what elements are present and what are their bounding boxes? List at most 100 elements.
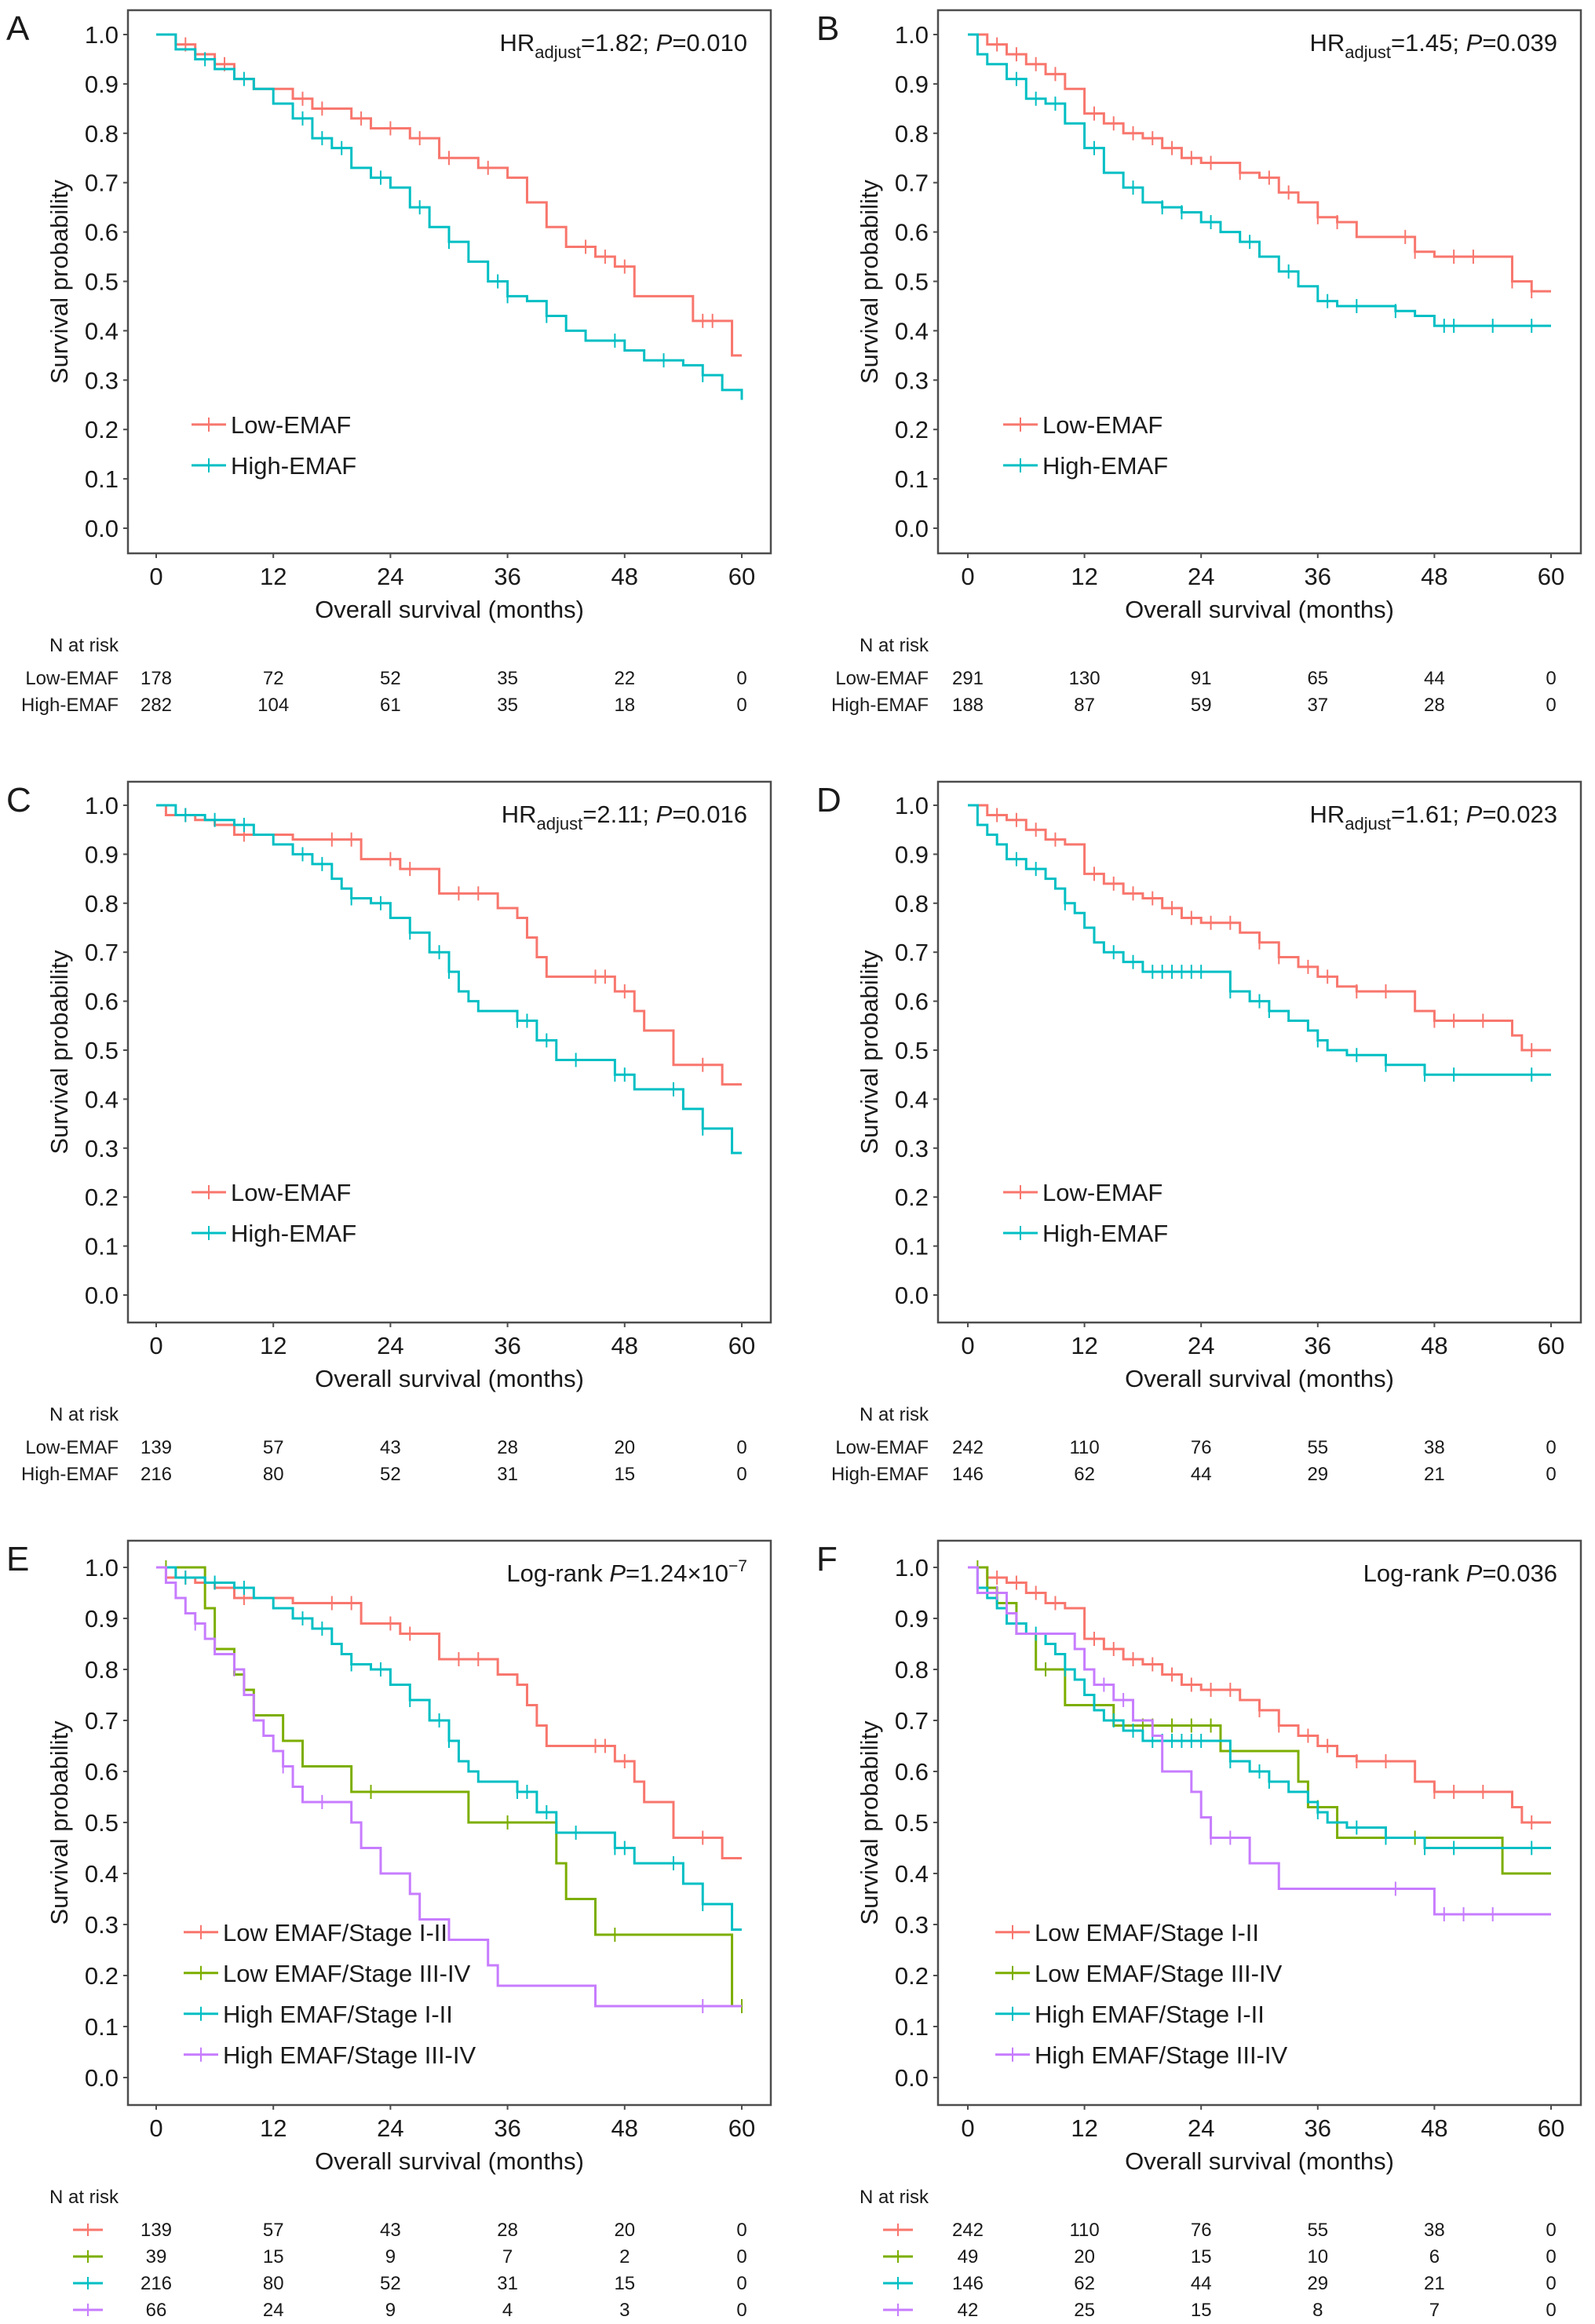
- x-axis-title: Overall survival (months): [315, 1365, 584, 1392]
- risk-count: 61: [380, 695, 401, 716]
- annotation-subscript: adjust: [1345, 814, 1391, 834]
- annotation-p-value: =0.016: [672, 801, 747, 828]
- risk-row-label: High-EMAF: [831, 1464, 929, 1485]
- risk-row-label: High-EMAF: [21, 1464, 119, 1485]
- risk-table-title: N at risk: [860, 2187, 929, 2208]
- y-tick-label: 0.9: [85, 71, 119, 98]
- y-tick-label: 0.9: [895, 1605, 929, 1633]
- y-tick-label: 0.7: [85, 170, 119, 197]
- x-tick-label: 24: [1188, 1332, 1214, 1359]
- risk-count: 55: [1307, 2220, 1328, 2241]
- annotation-prefix: HR: [1309, 801, 1345, 828]
- risk-count: 0: [1546, 2220, 1556, 2241]
- risk-row-label: Low-EMAF: [835, 668, 929, 689]
- annotation-p-value: =0.010: [672, 29, 747, 57]
- y-tick-label: 0.3: [895, 1135, 929, 1162]
- y-tick-label: 0.0: [895, 515, 929, 542]
- y-tick-label: 0.7: [85, 939, 119, 966]
- risk-count: 242: [952, 1437, 984, 1458]
- risk-count: 66: [146, 2300, 167, 2320]
- risk-count: 87: [1074, 695, 1095, 716]
- risk-count: 43: [380, 2220, 401, 2241]
- y-tick-label: 0.1: [895, 2013, 929, 2041]
- risk-count: 0: [736, 1437, 746, 1458]
- y-tick-label: 0.1: [895, 465, 929, 493]
- panel-f: F 0.0 0.1 0.2 0.3 0.4 0.5 0.6 0.7 0.8 0.9 1.0 0 12 24 3…: [816, 1539, 1582, 2321]
- risk-count: 24: [263, 2300, 284, 2320]
- risk-count: 35: [497, 668, 518, 689]
- y-tick-label: 0.6: [85, 219, 119, 246]
- x-tick-label: 60: [728, 563, 755, 590]
- risk-count: 59: [1191, 695, 1212, 716]
- annotation-p-symbol: P: [1466, 801, 1483, 828]
- stat-annotation: HRadjust=1.45; P=0.039: [1309, 29, 1557, 62]
- y-tick-label: 0.7: [895, 939, 929, 966]
- x-tick-label: 48: [1421, 563, 1447, 590]
- stat-annotation: Log-rank P=1.24×10−7: [506, 1557, 747, 1587]
- km-curve-1: [156, 33, 743, 400]
- annotation-p-value: =0.039: [1482, 29, 1557, 57]
- annotation-p-symbol: P: [1466, 29, 1483, 57]
- risk-count: 28: [497, 2220, 518, 2241]
- risk-row-label: Low-EMAF: [25, 668, 119, 689]
- risk-count: 91: [1191, 668, 1212, 689]
- risk-count: 216: [141, 2273, 172, 2294]
- y-tick-label: 0.7: [895, 1707, 929, 1735]
- x-tick-label: 60: [1538, 563, 1564, 590]
- annotation-p-symbol: P: [656, 29, 673, 57]
- risk-count: 52: [380, 668, 401, 689]
- plot-frame: [126, 780, 772, 1324]
- risk-count: 178: [141, 668, 172, 689]
- risk-count: 22: [614, 668, 635, 689]
- risk-count: 28: [497, 1437, 518, 1458]
- legend-label: High-EMAF: [231, 1220, 356, 1247]
- y-tick-label: 0.2: [85, 1184, 119, 1211]
- x-tick-label: 36: [1305, 563, 1331, 590]
- y-axis-title: Survival probability: [46, 950, 73, 1155]
- x-tick-label: 12: [1071, 2114, 1097, 2142]
- x-tick-label: 24: [1188, 563, 1214, 590]
- km-curve-1: [156, 1566, 742, 2008]
- km-curve-3: [968, 1566, 1551, 1916]
- risk-count: 7: [1429, 2300, 1440, 2320]
- risk-table-title: N at risk: [49, 1404, 119, 1425]
- risk-count: 35: [497, 695, 518, 716]
- stat-annotation: Log-rank P=0.036: [1363, 1560, 1557, 1587]
- y-tick-label: 1.0: [85, 21, 119, 49]
- legend-label: High EMAF/Stage III-IV: [1035, 2041, 1287, 2069]
- risk-count: 146: [952, 2273, 984, 2294]
- risk-count: 42: [958, 2300, 979, 2320]
- risk-count: 21: [1424, 1464, 1445, 1485]
- x-axis-title: Overall survival (months): [315, 2147, 584, 2175]
- legend-label: High EMAF/Stage III-IV: [223, 2041, 476, 2069]
- y-tick-label: 0.9: [85, 841, 119, 868]
- km-curve-2: [156, 1566, 742, 1931]
- y-axis-title: Survival probability: [856, 179, 883, 384]
- y-axis-title: Survival probability: [856, 950, 883, 1155]
- legend-label: Low-EMAF: [1042, 1179, 1162, 1206]
- x-tick-label: 0: [149, 563, 162, 590]
- risk-count: 0: [736, 668, 746, 689]
- risk-count: 43: [380, 1437, 401, 1458]
- y-tick-label: 0.6: [895, 1758, 929, 1786]
- legend-label: High-EMAF: [1042, 1220, 1168, 1247]
- y-axis-title: Survival probability: [856, 1720, 883, 1925]
- annotation-prefix: Log-rank: [506, 1560, 609, 1587]
- y-tick-label: 1.0: [895, 792, 929, 819]
- x-tick-label: 48: [1421, 2114, 1447, 2142]
- y-tick-label: 0.4: [85, 317, 119, 345]
- y-tick-label: 0.6: [895, 988, 929, 1016]
- risk-count: 291: [952, 668, 984, 689]
- y-tick-label: 0.2: [85, 416, 119, 443]
- panel-label: D: [816, 781, 841, 819]
- y-tick-label: 0.0: [85, 515, 119, 542]
- x-tick-label: 12: [1071, 563, 1097, 590]
- risk-count: 216: [141, 1464, 172, 1485]
- risk-count: 0: [1546, 2300, 1556, 2320]
- annotation-superscript: −7: [728, 1557, 747, 1575]
- panel-label: A: [6, 9, 30, 48]
- legend-label: Low EMAF/Stage III-IV: [1035, 1960, 1283, 1987]
- legend-label: Low EMAF/Stage I-II: [223, 1919, 447, 1946]
